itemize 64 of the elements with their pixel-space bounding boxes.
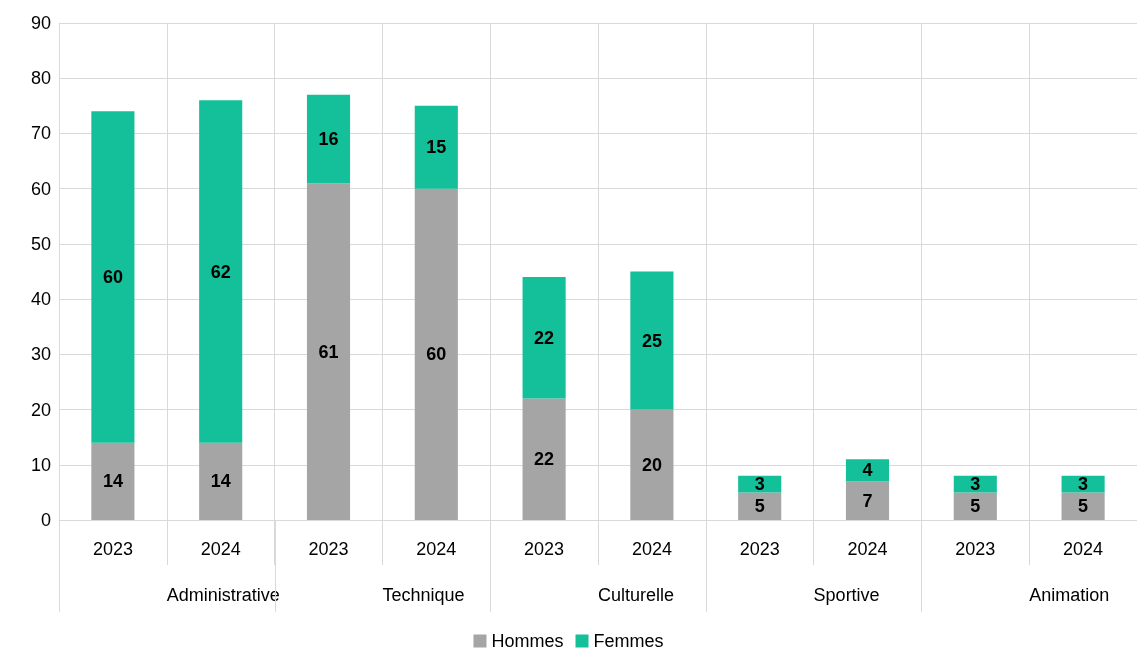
legend-label: Femmes <box>593 631 664 651</box>
data-label: 5 <box>1078 496 1089 517</box>
x-tick-label: 2024 <box>631 539 672 559</box>
bar <box>522 398 566 520</box>
text: Administrative <box>166 585 280 605</box>
data-label: 25 <box>641 330 662 351</box>
data-label: 3 <box>754 474 765 495</box>
y-tick-label: 60 <box>30 178 51 199</box>
y-tick-label: 80 <box>30 68 51 89</box>
data-label: 16 <box>318 128 339 149</box>
x-tick-label: 2024 <box>416 539 457 559</box>
y-tick-label: 10 <box>30 454 51 475</box>
bar <box>414 105 458 189</box>
bar <box>845 481 890 520</box>
data-label: 22 <box>534 449 555 470</box>
x-tick-label: 2024 <box>200 539 241 559</box>
data-label: 3 <box>1078 474 1089 495</box>
x-tick-label: 2023 <box>308 539 349 559</box>
data-label: 14 <box>102 471 123 492</box>
data-label: 20 <box>641 454 662 475</box>
legend-label: Hommes <box>491 631 564 651</box>
data-label: 60 <box>426 344 447 365</box>
data-label: 4 <box>862 460 873 481</box>
text: Technique <box>382 585 465 605</box>
bar <box>199 100 243 443</box>
bar <box>845 459 890 482</box>
bar <box>522 277 566 399</box>
bar <box>91 111 135 443</box>
bar <box>630 409 674 520</box>
x-tick-label: 2024 <box>1063 539 1104 559</box>
bar <box>306 94 351 184</box>
y-tick-label: 70 <box>30 123 51 144</box>
data-label: 7 <box>862 490 873 511</box>
data-label: 62 <box>210 261 231 282</box>
y-tick-label: 20 <box>30 399 51 420</box>
y-tick-label: 30 <box>30 344 51 365</box>
y-tick-label: 90 <box>30 13 51 33</box>
y-tick-label: 40 <box>30 289 51 310</box>
bar <box>414 188 458 520</box>
bar <box>1061 492 1105 520</box>
data-label: 14 <box>210 471 231 492</box>
bar <box>199 442 243 520</box>
data-label: 60 <box>102 267 123 288</box>
x-tick-label: 2023 <box>92 539 133 559</box>
data-label: 5 <box>754 496 765 517</box>
y-tick-label: 0 <box>40 510 51 530</box>
text: Culturelle <box>597 585 675 605</box>
bar <box>738 492 782 520</box>
text: Sportive <box>813 585 880 605</box>
x-tick-label: 2023 <box>955 539 996 559</box>
y-tick-label: 50 <box>30 233 51 254</box>
x-tick-label: 2024 <box>847 539 888 559</box>
bar <box>91 442 135 520</box>
data-label: 15 <box>426 137 447 158</box>
x-tick-label: 2023 <box>739 539 780 559</box>
data-label: 5 <box>970 496 981 517</box>
data-label: 61 <box>318 341 339 362</box>
data-label: 22 <box>534 327 555 348</box>
bar <box>630 271 674 410</box>
data-label: 3 <box>970 474 981 495</box>
bar <box>306 183 351 520</box>
bar <box>953 492 997 520</box>
text: Animation <box>1029 585 1110 605</box>
x-tick-label: 2023 <box>524 539 565 559</box>
